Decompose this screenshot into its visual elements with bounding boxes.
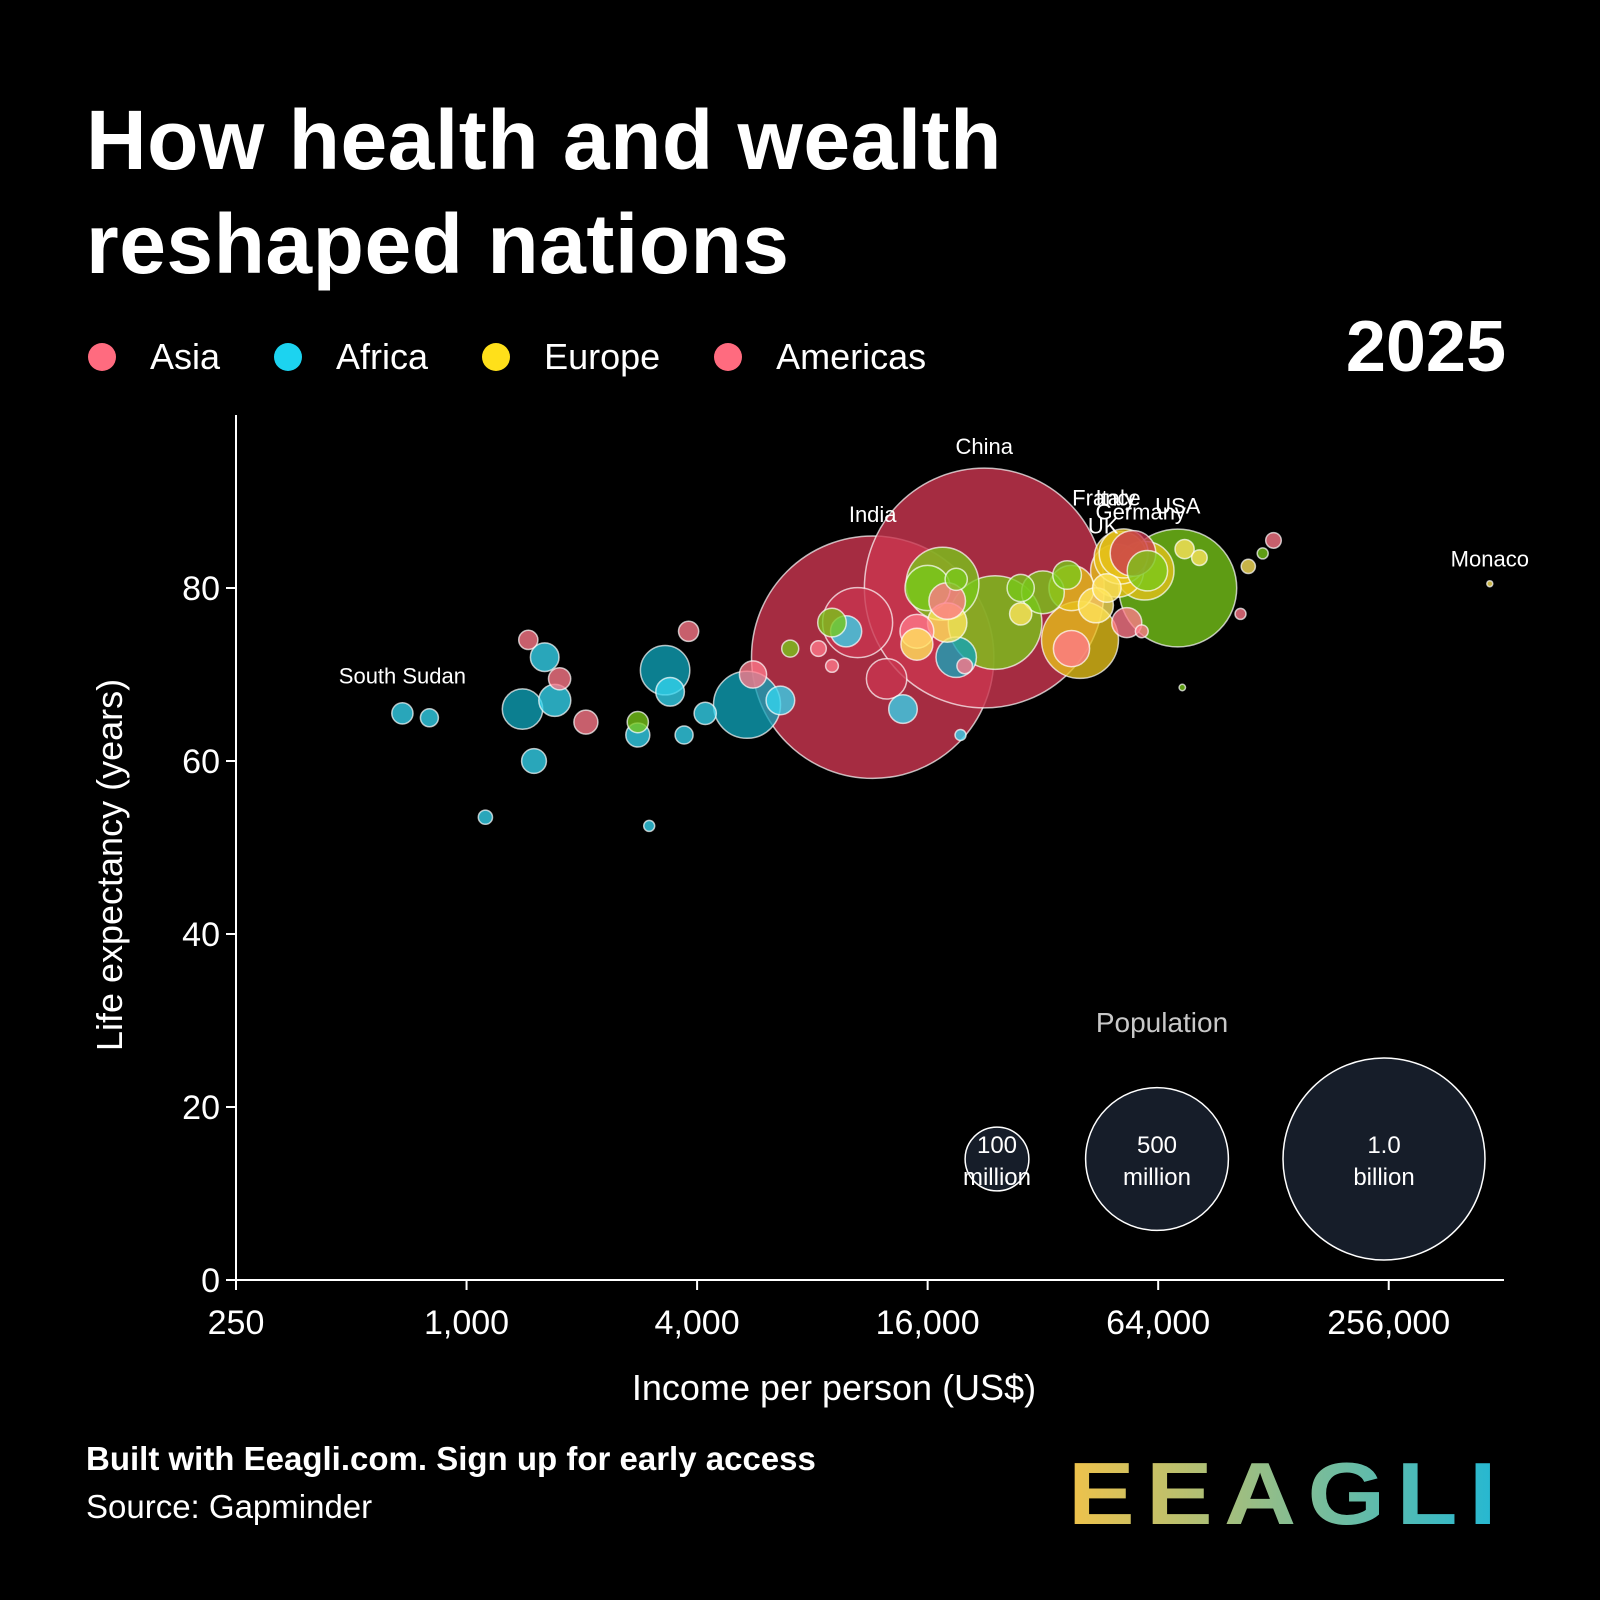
bubble-europe[interactable]	[1008, 602, 1033, 626]
x-tick-label: 64,000	[1106, 1304, 1210, 1342]
bubble-americas[interactable]	[1256, 547, 1269, 560]
bubble-europe[interactable]	[1091, 572, 1122, 604]
size-legend-value: 100	[977, 1132, 1017, 1159]
bubble-asia[interactable]	[1234, 607, 1247, 621]
bubble-asia[interactable]	[1134, 624, 1149, 639]
x-tick-label: 250	[208, 1304, 265, 1342]
legend-label-asia: Asia	[150, 336, 221, 377]
x-tick-label: 256,000	[1327, 1304, 1450, 1342]
bubble-africa[interactable]	[501, 688, 544, 731]
bubble-europe[interactable]	[1190, 549, 1208, 567]
bubble-asia[interactable]	[1052, 629, 1091, 668]
y-tick-label: 0	[201, 1262, 220, 1300]
y-tick-label: 40	[182, 916, 220, 954]
x-axis-label: Income per person (US$)	[632, 1367, 1036, 1408]
y-tick-label: 80	[182, 570, 220, 608]
size-legend-value: 1.0	[1367, 1132, 1400, 1159]
bubble-asia[interactable]	[809, 640, 828, 658]
size-legend-unit: billion	[1353, 1164, 1414, 1191]
bubble-americas[interactable]	[780, 639, 800, 658]
country-label-china: China	[956, 434, 1014, 459]
country-label-india: India	[849, 502, 897, 527]
bubble-asia[interactable]	[677, 620, 700, 643]
size-legend: Population 100 million 500 million 1.0 billio…	[963, 1007, 1486, 1261]
bubble-americas[interactable]	[1006, 573, 1036, 603]
bubble-africa[interactable]	[655, 676, 686, 707]
bubble-africa[interactable]	[693, 701, 718, 726]
bubble-asia[interactable]	[547, 666, 572, 691]
bubble-americas[interactable]	[1126, 549, 1169, 592]
legend-dot-asia	[88, 343, 116, 371]
bubble-asia[interactable]	[1264, 531, 1283, 549]
bubble-africa[interactable]	[529, 642, 560, 673]
logo-wordmark: EEAGLI	[1068, 1446, 1508, 1534]
bubble-asia[interactable]	[517, 629, 539, 651]
legend-item-asia[interactable]: Asia	[88, 336, 220, 378]
size-legend-unit: million	[1123, 1164, 1191, 1191]
bubble-asia[interactable]	[865, 657, 908, 700]
legend-dot-americas	[714, 343, 743, 371]
bubble-africa[interactable]	[642, 819, 656, 833]
bubble-asia[interactable]	[956, 657, 974, 675]
bubble-americas[interactable]	[816, 607, 848, 638]
page-title: How health and wealth reshaped nations	[86, 93, 1002, 291]
x-tick-label: 16,000	[876, 1304, 980, 1342]
bubble-americas[interactable]	[1178, 683, 1187, 692]
size-legend-unit: million	[963, 1164, 1031, 1191]
country-label-usa: USA	[1155, 493, 1201, 518]
size-legend-title: Population	[1096, 1007, 1228, 1038]
bubble-asia[interactable]	[738, 660, 768, 689]
bubble-europe[interactable]	[1240, 558, 1257, 575]
eeagli-logo[interactable]: EEAGLI	[1068, 1446, 1508, 1534]
year-label: 2025	[1345, 307, 1506, 387]
legend-dot-europe	[482, 343, 511, 371]
bubble-americas[interactable]	[1052, 559, 1083, 591]
legend-label-americas: Americas	[776, 336, 927, 377]
legend-dot-africa	[274, 343, 303, 371]
y-tick-label: 60	[182, 743, 220, 781]
bubble-africa[interactable]	[477, 809, 494, 826]
x-tick-label: 1,000	[424, 1304, 509, 1342]
legend-label-africa: Africa	[336, 336, 429, 377]
legend-item-americas[interactable]: Americas	[714, 336, 926, 378]
legend-item-europe[interactable]: Europe	[482, 336, 660, 378]
x-tick-label: 4,000	[655, 1304, 740, 1342]
bubble-europe[interactable]	[900, 627, 934, 661]
bubble-asia[interactable]	[1111, 606, 1143, 639]
bubble-africa[interactable]	[520, 747, 548, 775]
bubble-africa[interactable]	[954, 728, 967, 742]
bubble-europe[interactable]	[1174, 538, 1195, 560]
country-label-france: France	[1072, 485, 1140, 510]
bubble-africa[interactable]	[419, 708, 440, 728]
size-legend-value: 500	[1137, 1132, 1177, 1159]
y-axis-label: Life expectancy (years)	[89, 679, 130, 1051]
country-label-uk: UK	[1088, 513, 1119, 538]
legend-label-europe: Europe	[544, 336, 661, 377]
size-legend-circle	[1282, 1057, 1486, 1261]
country-label-monaco: Monaco	[1451, 547, 1529, 572]
bubble-africa[interactable]	[674, 725, 694, 745]
bubble-africa[interactable]	[887, 694, 919, 725]
region-legend: Asia Africa Europe Americas	[88, 336, 980, 378]
size-legend-circle	[964, 1126, 1030, 1192]
bubbles-layer	[391, 467, 1494, 833]
country-label-south-sudan: South Sudan	[339, 663, 466, 688]
size-legend-circle	[1084, 1086, 1230, 1232]
bubble-south-sudan[interactable]	[391, 702, 414, 725]
country-label-germany: Germany	[1095, 499, 1185, 524]
bubble-americas[interactable]	[944, 567, 969, 592]
legend-item-africa[interactable]: Africa	[274, 336, 428, 378]
bubble-monaco[interactable]	[1486, 579, 1494, 588]
y-tick-label: 20	[182, 1089, 220, 1127]
bubble-americas[interactable]	[626, 710, 650, 734]
bubble-africa[interactable]	[765, 685, 796, 716]
bubble-asia[interactable]	[573, 709, 599, 735]
axes-layer: 250 1,000 4,000 16,000 64,000 256,000 0 20 40 60 8…	[182, 415, 1504, 1342]
country-label-italy: Italy	[1096, 485, 1136, 510]
bubble-asia[interactable]	[824, 658, 840, 674]
footer-built-with[interactable]: Built with Eeagli.com. Sign up for early…	[86, 1440, 816, 1477]
footer-source: Source: Gapminder	[86, 1488, 373, 1525]
